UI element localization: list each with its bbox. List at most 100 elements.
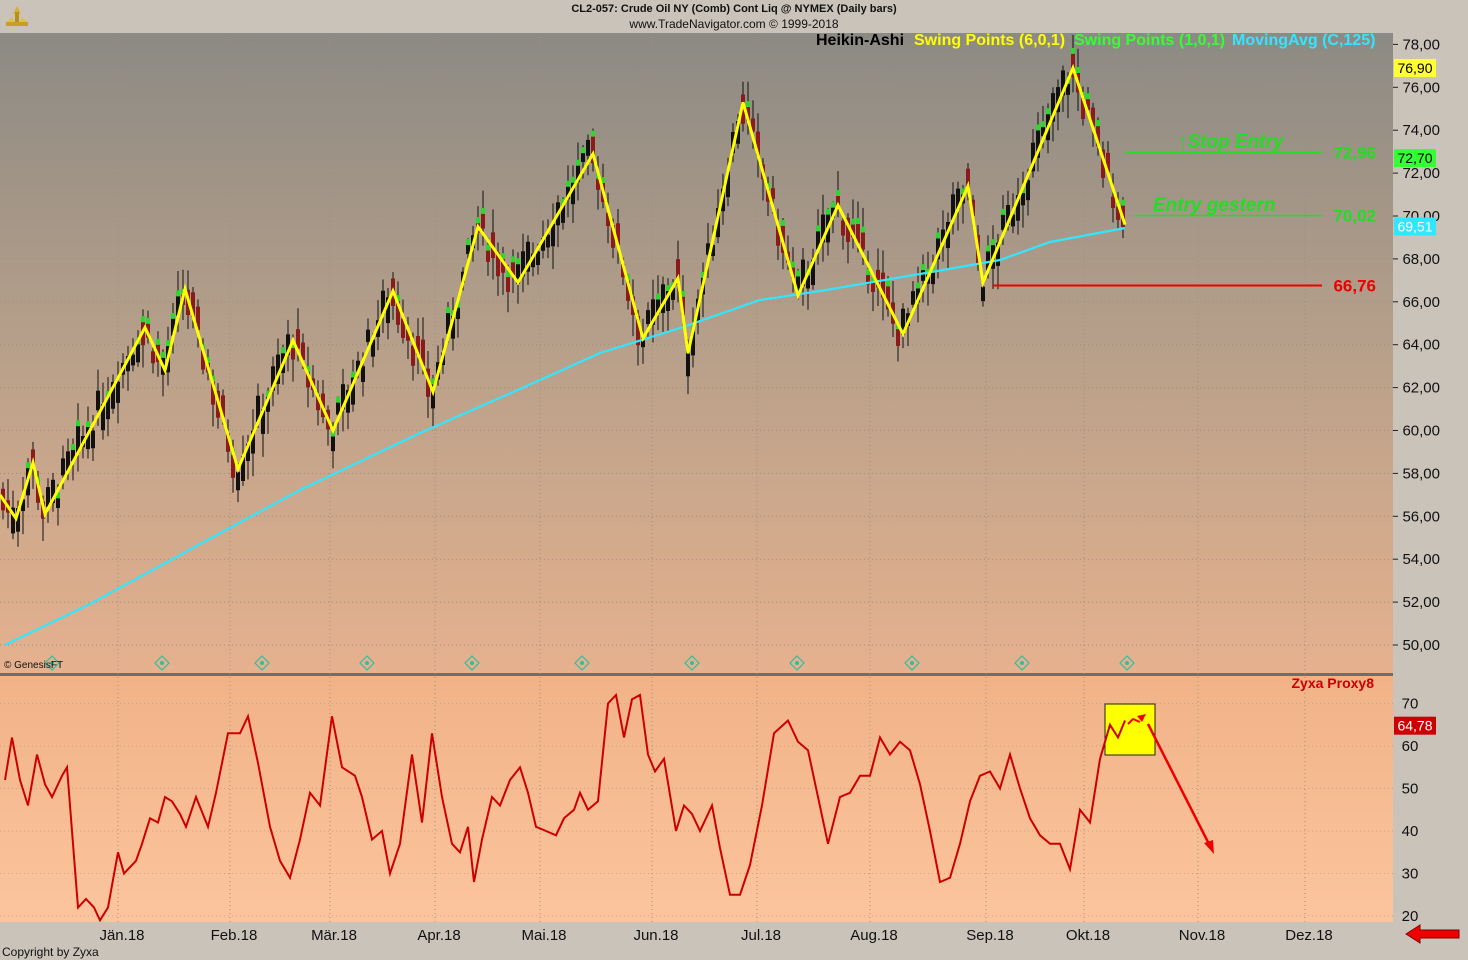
osc-tick-label: 20	[1402, 908, 1419, 925]
swing-minor-mark	[281, 347, 285, 354]
scroll-arrow[interactable]	[1405, 924, 1460, 944]
swing-minor-mark	[166, 340, 170, 347]
candle	[531, 253, 535, 268]
candle	[966, 168, 970, 191]
swing-minor-mark	[1036, 124, 1040, 131]
candle	[151, 351, 155, 364]
swing-points-major-line	[0, 63, 1127, 522]
candle	[256, 395, 260, 423]
candle	[501, 257, 505, 273]
y-tick-label: 60,00	[1402, 423, 1440, 440]
candle	[676, 259, 680, 285]
candle	[61, 458, 65, 476]
candle	[901, 308, 905, 335]
swing-minor-mark	[866, 269, 870, 276]
candle	[626, 278, 630, 301]
r-marker	[464, 655, 480, 671]
candle	[536, 251, 540, 265]
candle	[271, 366, 275, 391]
r-marker	[684, 655, 700, 671]
candle	[711, 244, 715, 256]
candle	[231, 452, 235, 478]
candle	[1031, 142, 1035, 172]
swing-minor-mark	[796, 270, 800, 277]
candle	[201, 348, 205, 370]
candle	[726, 171, 730, 198]
candle	[91, 430, 95, 449]
swing-minor-mark	[71, 443, 75, 450]
swing-minor-mark	[1076, 67, 1080, 74]
swing-minor-mark	[1046, 108, 1050, 115]
candle	[116, 381, 120, 403]
candle	[706, 243, 710, 255]
swing-minor-mark	[831, 201, 835, 208]
candle	[1101, 149, 1105, 178]
candle	[386, 297, 390, 324]
swing-minor-mark	[871, 276, 875, 283]
osc-tick-label: 30	[1402, 866, 1419, 883]
candle	[591, 134, 595, 164]
candle	[466, 242, 470, 254]
candle	[571, 180, 575, 205]
candle	[411, 345, 415, 366]
oscillator-axis: 20 30 40 50 60 70	[1402, 696, 1419, 926]
candle	[506, 275, 510, 292]
swing-minor-mark	[211, 375, 215, 382]
candle	[371, 339, 375, 357]
candle	[76, 424, 80, 453]
candle	[656, 297, 660, 314]
candle	[791, 265, 795, 279]
swing-minor-mark	[26, 462, 30, 469]
candle	[111, 381, 115, 409]
candle	[931, 268, 935, 285]
candle	[1056, 87, 1060, 113]
osc-tick-label: 40	[1402, 823, 1419, 840]
osc-tick-label: 70	[1402, 696, 1419, 713]
value-box: 72,70	[1397, 150, 1432, 166]
candle	[196, 306, 200, 331]
candle	[666, 289, 670, 312]
x-tick-label: Apr.18	[417, 927, 460, 944]
candle	[336, 400, 340, 415]
swing-minor-mark	[986, 245, 990, 252]
candle	[296, 329, 300, 349]
candle	[446, 311, 450, 334]
candle	[521, 251, 525, 277]
candle	[806, 273, 810, 289]
x-tick-label: Mai.18	[521, 927, 566, 944]
candle	[51, 479, 55, 504]
candle	[416, 335, 420, 355]
candle	[561, 202, 565, 223]
r-marker	[359, 655, 375, 671]
candle	[1026, 180, 1030, 201]
x-tick-label: Jun.18	[633, 927, 678, 944]
swing-minor-mark	[836, 190, 840, 197]
swing-minor-mark	[176, 290, 180, 297]
candle	[236, 471, 240, 491]
level-label: 72,96	[1333, 144, 1376, 163]
candle	[871, 280, 875, 292]
candle	[816, 229, 820, 250]
chart-subtitle: www.TradeNavigator.com © 1999-2018	[629, 17, 839, 31]
swing-minor-mark	[516, 258, 520, 265]
candle	[586, 139, 590, 156]
candle	[381, 290, 385, 315]
time-axis: Jän.18 Feb.18 Mär.18 Apr.18 Mai.18 Jun.18 Jul.…	[99, 927, 1332, 944]
candle	[756, 131, 760, 156]
swing-minor-mark	[161, 351, 165, 358]
osc-tick-label: 50	[1402, 781, 1419, 798]
swing-minor-mark	[156, 338, 160, 345]
candle	[1006, 205, 1010, 225]
x-tick-label: Jul.18	[741, 927, 781, 944]
swing-minor-mark	[581, 147, 585, 154]
swing-minor-mark	[746, 101, 750, 108]
swing-minor-mark	[916, 282, 920, 289]
candle	[16, 507, 20, 532]
swing-minor-mark	[1001, 208, 1005, 215]
candle	[221, 395, 225, 418]
candle	[1081, 95, 1085, 120]
candle	[1011, 214, 1015, 227]
swing-minor-mark	[206, 356, 210, 363]
swing-minor-mark	[781, 219, 785, 226]
candle	[1116, 204, 1120, 220]
